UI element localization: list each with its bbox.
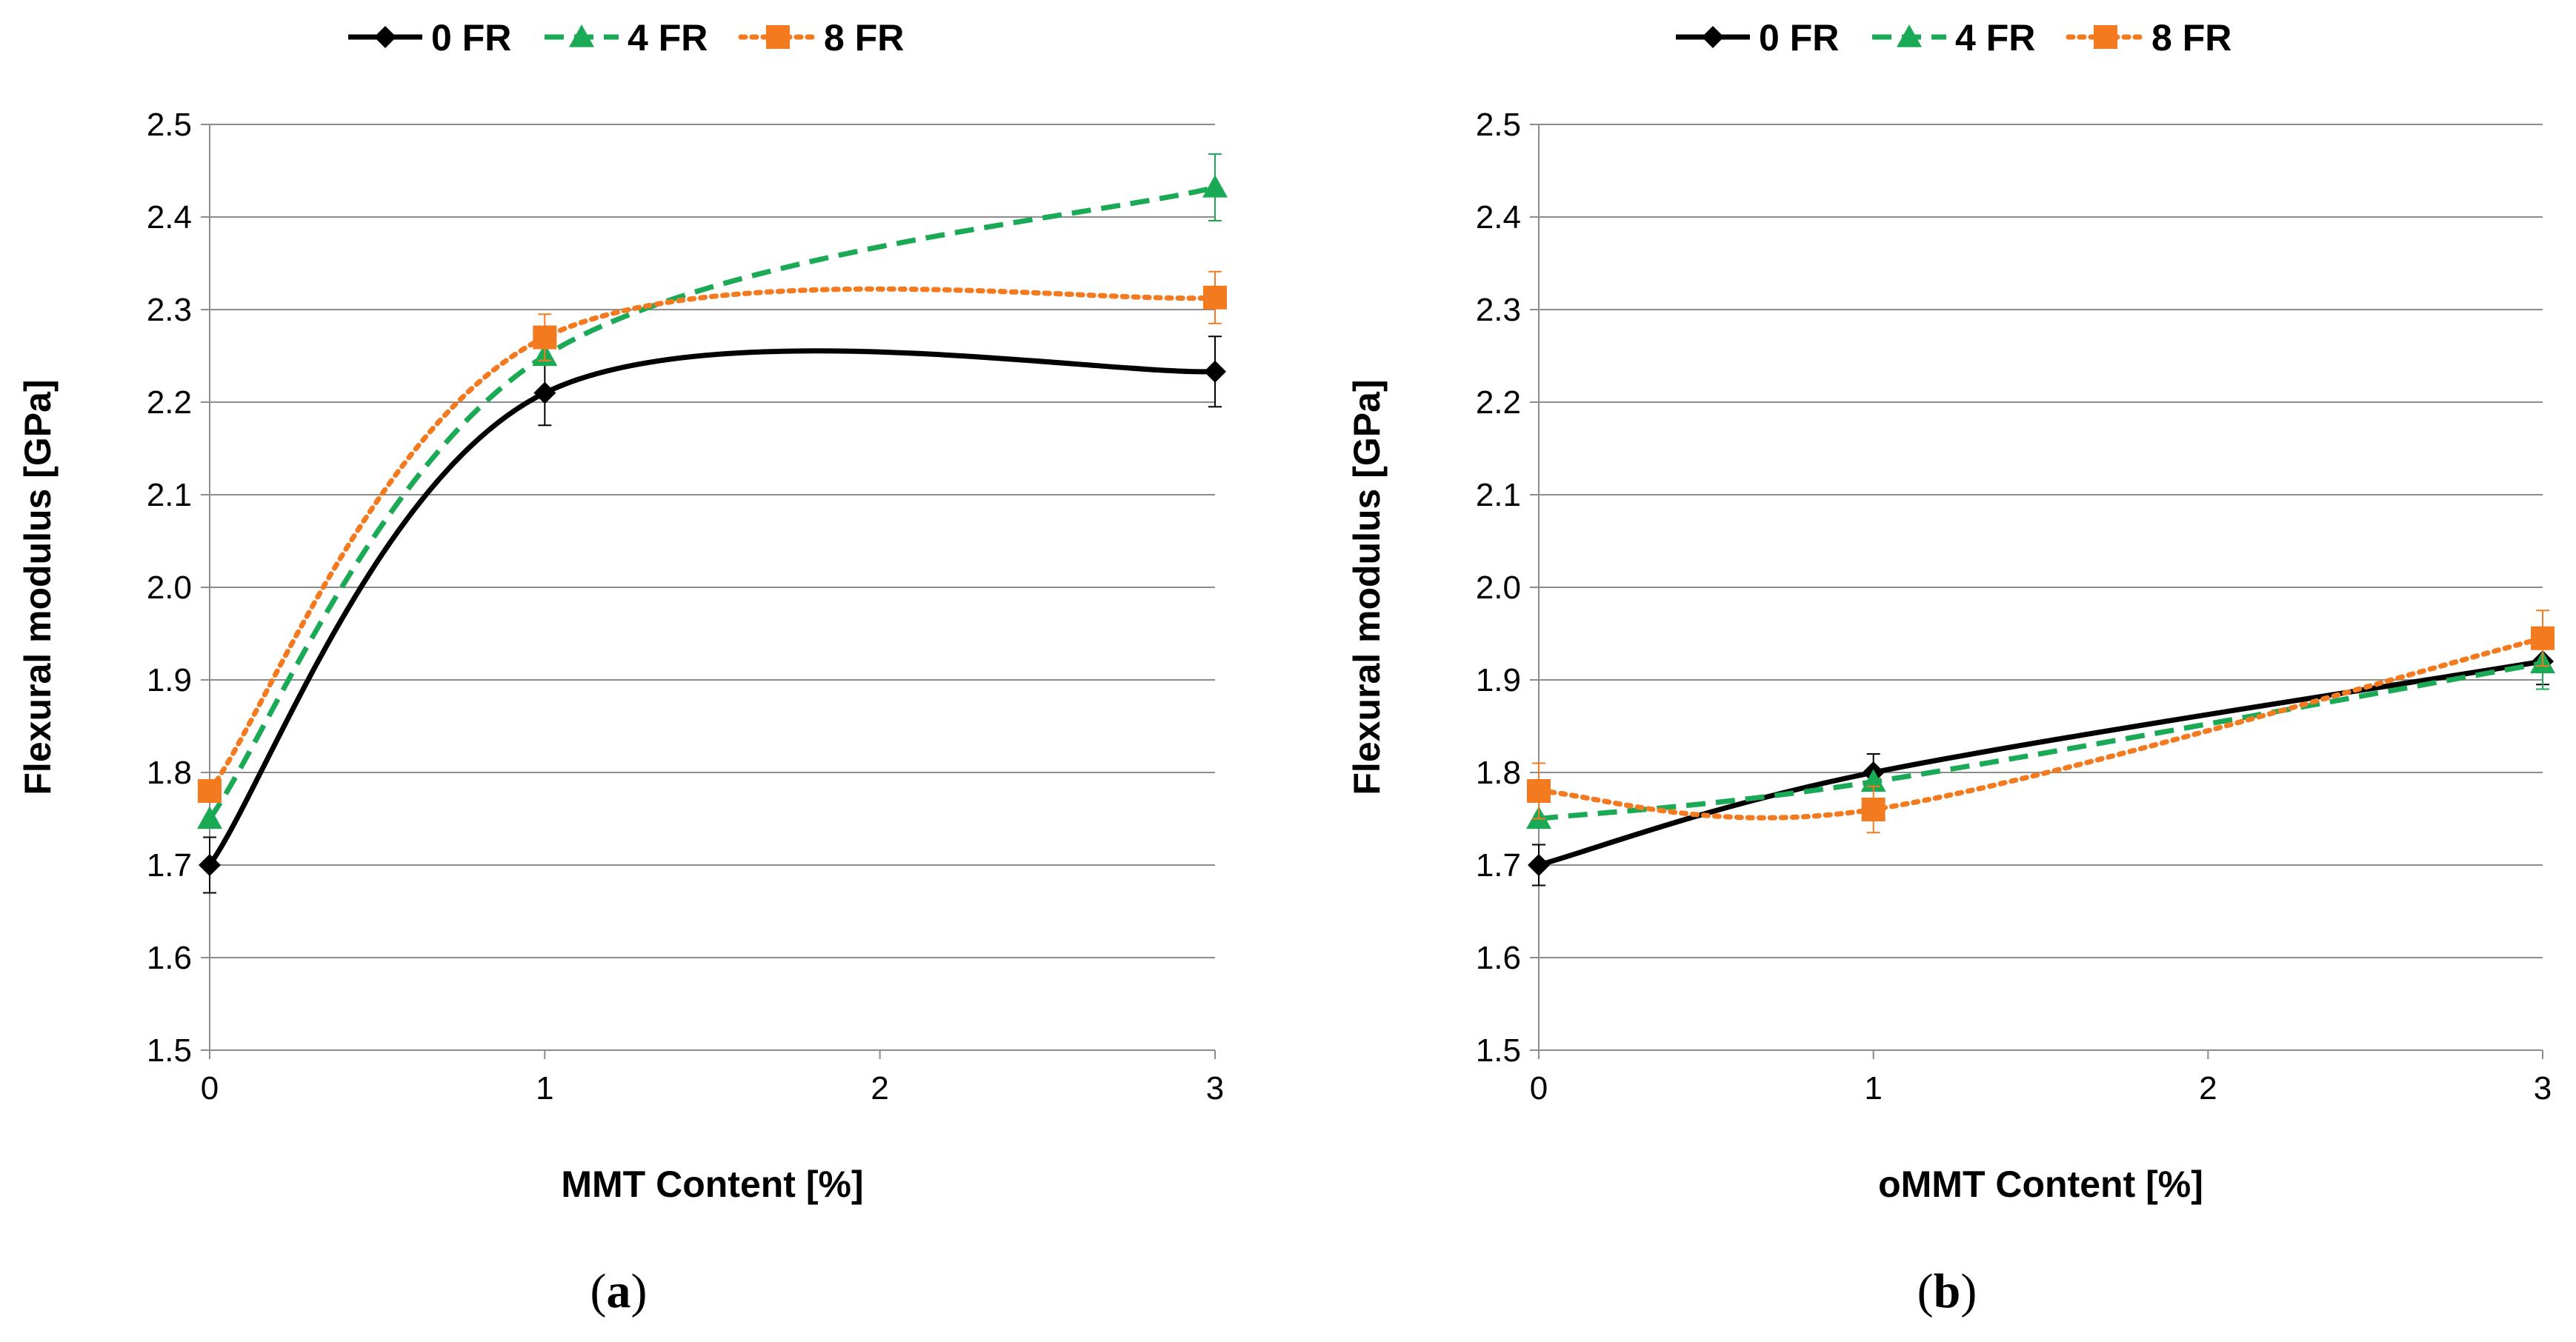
- y-tick-label: 2.3: [147, 292, 192, 328]
- series-line: [1538, 658, 2543, 868]
- series-0-fr: [199, 336, 1226, 894]
- data-point: [1861, 798, 1886, 821]
- data-point: [533, 381, 556, 404]
- x-tick-label: 2: [871, 1070, 888, 1106]
- legend-label: 4 FR: [628, 17, 708, 59]
- x-tick-label: 0: [201, 1070, 219, 1106]
- chart-panel-b: 1.5 1.6 1.7 1.8 1.9 2.0 2.1 2.2 2.3 2.4 2.5 0 1 2 3 oMM…: [1346, 17, 2555, 1318]
- series-8-fr: [1527, 610, 2555, 834]
- y-tick-label: 2.5: [1476, 107, 1521, 143]
- series-4-fr: [197, 153, 1228, 829]
- data-point: [1527, 779, 1551, 803]
- y-tick-label: 1.6: [147, 940, 192, 976]
- series-line: [1538, 661, 2543, 821]
- chart-panels: 1.5 1.6 1.7 1.8 1.9 2.0 2.1 2.2 2.3 2.4 2.5 0 1 2 3 MMT…: [17, 17, 2555, 1318]
- y-tick-label: 1.8: [1476, 755, 1521, 791]
- y-tick-label: 2.2: [147, 384, 192, 421]
- legend-label: 8 FR: [2151, 17, 2231, 59]
- y-tick-label: 2.0: [147, 570, 192, 606]
- legend: 0 FR 4 FR 8 FR: [1676, 17, 2231, 59]
- x-axis-title: oMMT Content [%]: [1878, 1164, 2203, 1205]
- y-tick-label: 1.5: [147, 1032, 192, 1069]
- y-axis-title: Flexural modulus [GPa]: [1346, 379, 1388, 795]
- legend-label: 4 FR: [1955, 17, 2035, 59]
- x-tick-label: 3: [2534, 1070, 2552, 1106]
- legend-marker: [766, 25, 790, 49]
- legend-marker: [569, 24, 594, 47]
- y-tick-label: 2.1: [147, 477, 192, 513]
- y-tick-label: 1.6: [1476, 940, 1521, 976]
- x-axis-title: MMT Content [%]: [561, 1164, 863, 1205]
- legend-marker: [1897, 24, 1922, 47]
- data-point: [1204, 360, 1226, 383]
- legend: 0 FR 4 FR 8 FR: [348, 17, 904, 59]
- data-point: [1202, 175, 1228, 198]
- legend-label: 0 FR: [1759, 17, 1839, 59]
- y-tick-label: 1.5: [1476, 1032, 1521, 1069]
- data-point: [1528, 854, 1550, 876]
- x-tick-label: 1: [536, 1070, 553, 1106]
- x-tick-label: 2: [2199, 1070, 2217, 1106]
- panel-caption-letter: b: [1934, 1264, 1961, 1318]
- y-tick-label: 1.7: [147, 847, 192, 884]
- y-axis-title: Flexural modulus [GPa]: [17, 379, 59, 795]
- y-tick-label: 2.4: [1476, 199, 1521, 236]
- legend-marker: [374, 26, 396, 48]
- x-tick-label: 1: [1864, 1070, 1882, 1106]
- legend-label: 0 FR: [431, 17, 511, 59]
- y-tick-label: 2.3: [1476, 292, 1521, 328]
- legend-marker: [1702, 26, 1724, 48]
- legend-label: 8 FR: [824, 17, 904, 59]
- data-point: [198, 779, 222, 803]
- y-tick-label: 2.4: [147, 199, 192, 236]
- panel-caption: (b): [1917, 1264, 1977, 1318]
- data-point: [199, 854, 221, 876]
- y-tick-label: 1.9: [1476, 662, 1521, 698]
- y-tick-label: 2.0: [1476, 570, 1521, 606]
- series-line: [207, 348, 1216, 867]
- y-tick-label: 1.8: [147, 755, 192, 791]
- series-line: [1536, 635, 2546, 821]
- y-tick-label: 1.7: [1476, 847, 1521, 884]
- y-tick-label: 2.5: [147, 107, 192, 143]
- y-tick-label: 2.2: [1476, 384, 1521, 421]
- legend-marker: [2094, 25, 2117, 49]
- panel-caption: (a): [590, 1264, 648, 1318]
- series-8-fr: [198, 270, 1227, 803]
- data-point: [1203, 285, 1227, 310]
- series-line: [207, 184, 1216, 821]
- data-point: [533, 325, 557, 350]
- chart-panel-a: 1.5 1.6 1.7 1.8 1.9 2.0 2.1 2.2 2.3 2.4 2.5 0 1 2 3 MMT…: [17, 17, 1228, 1318]
- panel-caption-letter: a: [607, 1264, 631, 1318]
- x-tick-label: 0: [1530, 1070, 1548, 1106]
- x-tick-label: 3: [1206, 1070, 1224, 1106]
- series-0-fr: [1528, 637, 2554, 887]
- y-tick-label: 1.9: [147, 662, 192, 698]
- series-4-fr: [1526, 636, 2555, 829]
- data-point: [2531, 626, 2555, 650]
- data-point: [197, 806, 222, 829]
- y-tick-label: 2.1: [1476, 477, 1521, 513]
